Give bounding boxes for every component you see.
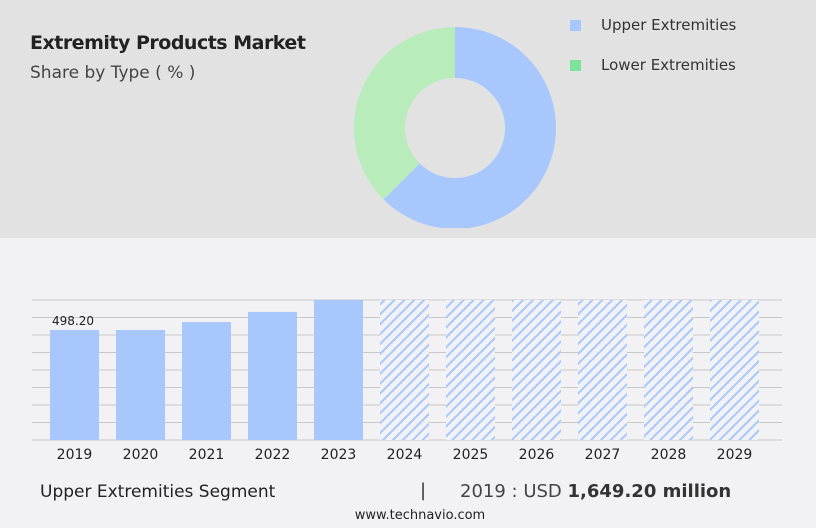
value-text: 1,649.20 million [567, 481, 732, 502]
legend-swatch [570, 19, 581, 31]
segment-value: 2019 : USD 1,649.20 million [460, 481, 731, 502]
x-tick-label: 2022 [255, 447, 291, 463]
legend-item-lower: Lower Extremities [570, 56, 736, 74]
source-url[interactable]: www.technavio.com [354, 508, 486, 523]
donut-slice-upper-extremities [383, 27, 556, 228]
x-tick-label: 2019 [57, 447, 93, 463]
bar [50, 329, 99, 440]
forecast-bar [512, 300, 561, 440]
legend-label: Upper Extremities [601, 16, 737, 34]
x-tick-label: 2020 [123, 447, 159, 463]
x-tick-label: 2024 [387, 447, 423, 463]
forecast-bar [578, 300, 627, 440]
forecast-bar [710, 300, 759, 440]
x-tick-label: 2025 [453, 447, 489, 463]
bar [182, 322, 231, 440]
segment-label: Upper Extremities Segment [40, 482, 276, 502]
x-tick-label: 2021 [189, 447, 225, 463]
x-tick-label: 2028 [651, 447, 687, 463]
x-tick-label: 2027 [585, 447, 621, 463]
forecast-bar [644, 300, 693, 440]
bar [248, 311, 297, 440]
forecast-bar [446, 300, 495, 440]
forecast-bar [380, 300, 429, 440]
legend-item-upper: Upper Extremities [570, 16, 736, 34]
chart-subtitle: Share by Type ( % ) [30, 63, 196, 83]
x-tick-label: 2023 [321, 447, 357, 463]
data-label: 498.20 [52, 314, 94, 328]
bar [116, 329, 165, 440]
separator: | [420, 480, 427, 501]
chart-title: Extremity Products Market [30, 32, 306, 54]
legend-swatch [570, 59, 581, 71]
x-tick-label: 2029 [717, 447, 753, 463]
donut-slice-lower-extremities [353, 27, 455, 200]
legend-label: Lower Extremities [601, 56, 736, 74]
year-label: 2019 : USD [460, 481, 562, 502]
bar [314, 300, 363, 440]
x-tick-label: 2026 [519, 447, 555, 463]
